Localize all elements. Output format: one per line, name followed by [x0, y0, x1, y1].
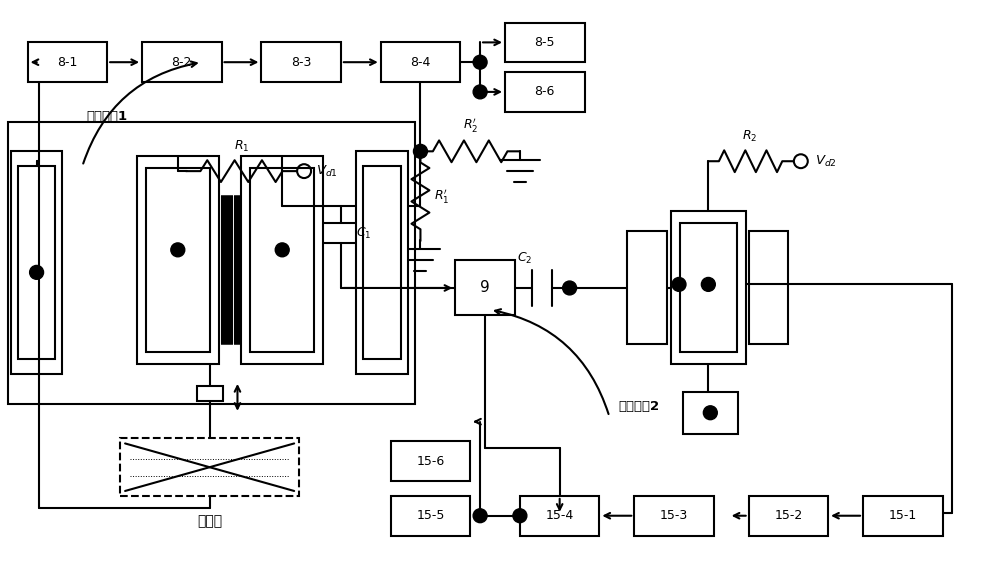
- Bar: [241, 156, 323, 364]
- Bar: [671, 211, 746, 364]
- Bar: [11, 151, 62, 374]
- Text: 9: 9: [480, 280, 490, 295]
- Circle shape: [701, 278, 715, 291]
- Text: 质量块: 质量块: [197, 514, 222, 528]
- Text: 15-1: 15-1: [889, 509, 917, 522]
- Text: $R_1'$: $R_1'$: [434, 187, 450, 205]
- Text: 8-2: 8-2: [172, 56, 192, 69]
- Bar: [505, 72, 585, 112]
- Bar: [120, 438, 299, 496]
- Bar: [627, 230, 667, 344]
- Bar: [505, 23, 585, 62]
- Text: $R_2'$: $R_2'$: [463, 116, 478, 135]
- Circle shape: [563, 281, 577, 295]
- Text: $R_2$: $R_2$: [742, 129, 758, 144]
- Bar: [520, 496, 599, 536]
- Bar: [250, 168, 314, 352]
- Text: 8-6: 8-6: [535, 86, 555, 99]
- Bar: [863, 496, 943, 536]
- Bar: [261, 42, 341, 82]
- Text: 振荚回路2: 振荚回路2: [619, 400, 660, 413]
- Bar: [28, 42, 107, 82]
- Circle shape: [473, 509, 487, 523]
- Bar: [142, 42, 222, 82]
- Bar: [8, 121, 415, 404]
- Bar: [363, 166, 401, 359]
- Bar: [356, 151, 408, 374]
- Bar: [680, 223, 737, 352]
- Text: $V_{d1}$: $V_{d1}$: [316, 164, 338, 178]
- Text: 8-4: 8-4: [410, 56, 431, 69]
- Text: $V_{d2}$: $V_{d2}$: [815, 154, 837, 169]
- Bar: [749, 230, 788, 344]
- Bar: [683, 392, 738, 434]
- Circle shape: [275, 243, 289, 256]
- Circle shape: [672, 278, 686, 291]
- Bar: [749, 496, 828, 536]
- Circle shape: [473, 55, 487, 69]
- Text: 8-1: 8-1: [57, 56, 78, 69]
- Text: $C_1$: $C_1$: [356, 226, 371, 241]
- Bar: [391, 441, 470, 481]
- Circle shape: [171, 243, 185, 256]
- Circle shape: [413, 144, 427, 158]
- Bar: [137, 156, 219, 364]
- Text: 15-6: 15-6: [416, 455, 445, 468]
- Text: $C_2$: $C_2$: [517, 251, 533, 266]
- Text: $R_1$: $R_1$: [234, 139, 249, 154]
- Text: 15-3: 15-3: [660, 509, 688, 522]
- Bar: [197, 386, 223, 401]
- Bar: [391, 496, 470, 536]
- Text: 振荚回路1: 振荚回路1: [87, 110, 128, 123]
- Bar: [18, 166, 55, 359]
- Circle shape: [473, 85, 487, 99]
- Text: 8-5: 8-5: [535, 36, 555, 49]
- Bar: [455, 260, 515, 315]
- Text: 15-2: 15-2: [774, 509, 803, 522]
- Circle shape: [30, 266, 44, 279]
- Text: 8-3: 8-3: [291, 56, 311, 69]
- Circle shape: [703, 406, 717, 420]
- Bar: [146, 168, 210, 352]
- Text: 15-4: 15-4: [546, 509, 574, 522]
- Bar: [381, 42, 460, 82]
- Bar: [634, 496, 714, 536]
- Text: 15-5: 15-5: [416, 509, 445, 522]
- Circle shape: [513, 509, 527, 523]
